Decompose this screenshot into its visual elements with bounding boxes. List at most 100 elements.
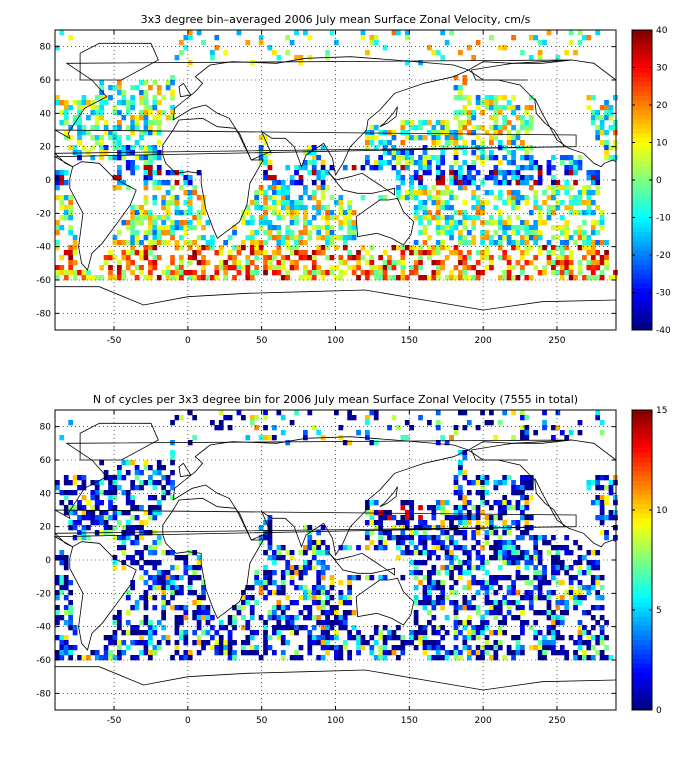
- data-cell: [373, 35, 379, 41]
- data-cell: [365, 145, 370, 151]
- data-cell: [307, 650, 313, 656]
- data-cell: [192, 215, 198, 221]
- data-cell: [559, 610, 565, 616]
- data-cell: [165, 640, 171, 646]
- data-cell: [187, 585, 193, 591]
- data-cell: [382, 260, 388, 266]
- data-cell: [112, 105, 118, 111]
- data-cell: [303, 565, 308, 571]
- data-cell: [161, 595, 167, 601]
- data-cell: [613, 525, 618, 531]
- data-cell: [227, 415, 233, 421]
- data-cell: [241, 415, 246, 421]
- data-cell: [590, 245, 596, 251]
- data-cell: [121, 155, 127, 161]
- data-cell: [161, 605, 167, 611]
- data-cell: [528, 485, 534, 491]
- data-cell: [77, 655, 82, 661]
- data-cell: [152, 95, 158, 101]
- data-cell: [143, 120, 149, 126]
- data-cell: [391, 515, 397, 521]
- data-cell: [497, 245, 503, 251]
- data-cell: [121, 220, 127, 226]
- data-cell: [520, 425, 525, 431]
- x-tick-label: 50: [256, 716, 268, 726]
- colorbar-segment: [632, 217, 652, 223]
- data-cell: [179, 40, 184, 46]
- data-cell: [130, 105, 136, 111]
- data-cell: [466, 250, 472, 256]
- data-cell: [524, 575, 530, 581]
- data-cell: [418, 175, 423, 181]
- data-cell: [272, 180, 277, 186]
- data-cell: [148, 260, 153, 266]
- data-cell: [125, 645, 131, 651]
- data-cell: [303, 215, 308, 221]
- data-cell: [493, 95, 499, 101]
- data-cell: [551, 625, 556, 631]
- data-cell: [497, 45, 503, 51]
- colorbar-segment: [632, 198, 652, 204]
- data-cell: [179, 210, 184, 216]
- data-cell: [218, 635, 224, 641]
- data-cell: [298, 240, 304, 246]
- data-cell: [320, 225, 326, 231]
- data-cell: [373, 655, 379, 661]
- data-cell: [183, 190, 189, 196]
- data-cell: [462, 455, 468, 461]
- data-cell: [431, 200, 437, 206]
- data-cell: [139, 505, 144, 511]
- data-cell: [130, 630, 136, 636]
- data-cell: [418, 415, 423, 421]
- data-cell: [347, 590, 353, 596]
- data-cell: [311, 265, 317, 271]
- data-cell: [418, 135, 423, 141]
- data-cell: [258, 155, 264, 161]
- data-cell: [546, 540, 552, 546]
- data-cell: [205, 640, 211, 646]
- data-cell: [528, 535, 534, 541]
- data-cell: [272, 205, 277, 211]
- data-cell: [263, 520, 268, 526]
- data-cell: [458, 510, 463, 516]
- data-cell: [422, 530, 428, 536]
- data-cell: [86, 500, 91, 506]
- data-cell: [586, 205, 592, 211]
- data-cell: [263, 565, 268, 571]
- data-cell: [475, 105, 481, 111]
- data-cell: [564, 610, 570, 616]
- data-cell: [480, 210, 485, 216]
- data-cell: [316, 530, 322, 536]
- data-cell: [125, 240, 131, 246]
- data-cell: [249, 250, 255, 256]
- data-cell: [409, 150, 415, 156]
- data-cell: [329, 580, 335, 586]
- coastline: [172, 56, 470, 177]
- data-cell: [555, 620, 561, 626]
- data-cell: [143, 595, 149, 601]
- colorbar-segment: [632, 264, 652, 270]
- data-cell: [156, 90, 162, 96]
- data-cell: [595, 265, 601, 271]
- data-cell: [294, 655, 299, 661]
- data-cell: [280, 265, 286, 271]
- data-cell: [493, 220, 499, 226]
- data-cell: [528, 600, 534, 606]
- data-cell: [418, 220, 423, 226]
- colorbar-segment: [632, 175, 652, 181]
- data-cell: [422, 650, 428, 656]
- data-cell: [555, 550, 561, 556]
- data-cell: [218, 245, 224, 251]
- data-cell: [280, 260, 286, 266]
- data-cell: [294, 220, 299, 226]
- data-cell: [391, 260, 397, 266]
- data-cell: [511, 245, 516, 251]
- data-cell: [192, 590, 198, 596]
- data-cell: [263, 575, 268, 581]
- data-cell: [130, 115, 136, 121]
- data-cell: [143, 80, 149, 86]
- data-cell: [143, 245, 149, 251]
- data-cell: [139, 630, 144, 636]
- data-cell: [272, 425, 277, 431]
- data-cell: [404, 500, 410, 506]
